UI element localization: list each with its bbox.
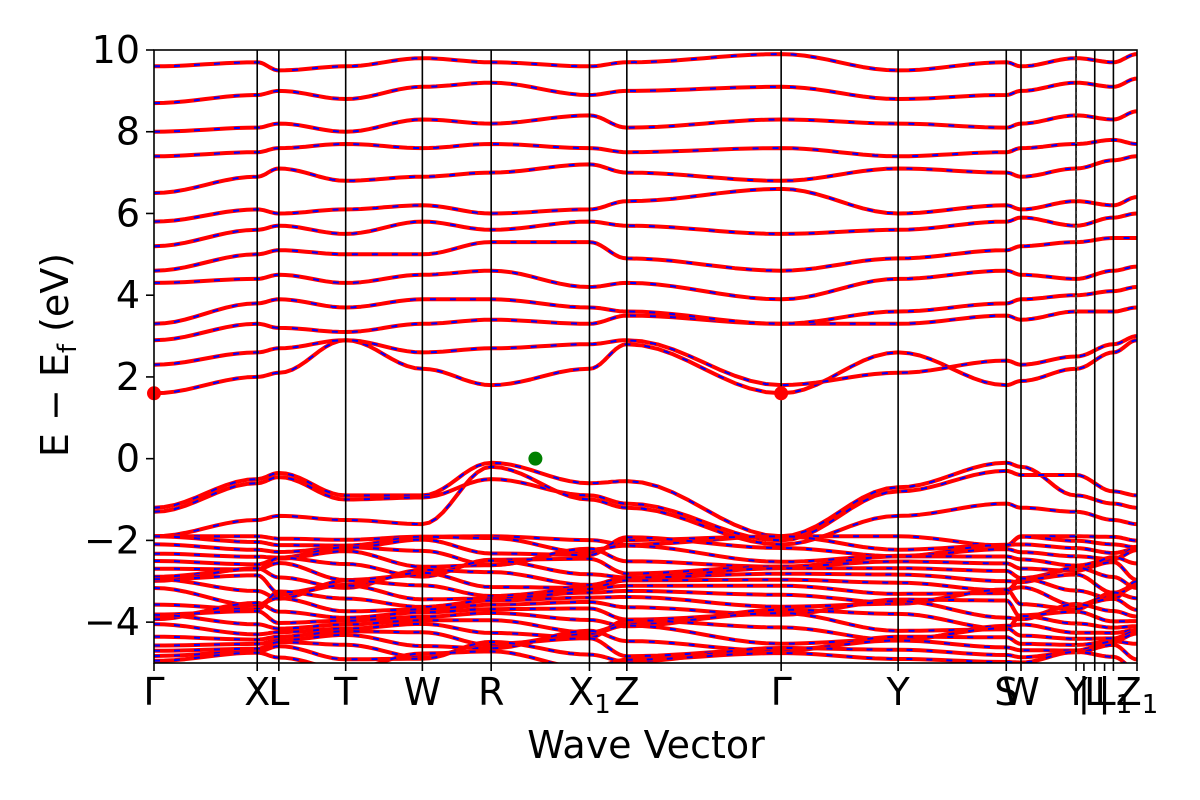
conduction-band-red-6 — [154, 211, 1137, 249]
y-tick-label-2: 0 — [116, 437, 140, 481]
y-axis-ticks: −4 −2 0 2 4 6 8 10 — [84, 28, 154, 644]
x-tick-label-13: | — [1078, 670, 1091, 715]
conduction-band-red-11 — [154, 76, 1137, 106]
x-tick-label-main-4: W — [404, 670, 442, 714]
marker-vbm — [528, 451, 543, 466]
x-tick-label-0: Γ — [143, 670, 164, 714]
x-tick-label-5: R — [478, 670, 504, 714]
x-tick-label-main-1: X — [244, 670, 270, 714]
y-tick-label-5: 6 — [116, 191, 140, 235]
x-tick-label-main-10: S — [994, 670, 1018, 714]
x-tick-label-16: L1 — [1095, 670, 1133, 720]
conduction-band-red-1 — [154, 334, 1137, 388]
x-tick-label-17: Z1 — [1116, 670, 1159, 720]
x-tick-label-sub-17: 1 — [1142, 690, 1159, 720]
x-tick-label-main-14: L — [1084, 670, 1105, 714]
y-axis-title-unit: (eV) — [33, 253, 77, 344]
x-tick-label-11: W — [1002, 670, 1040, 714]
plot-frame — [153, 49, 1138, 664]
x-tick-label-main-12: Y — [1063, 670, 1088, 714]
x-tick-label-7: Z — [614, 670, 640, 714]
x-tick-label-1: X — [244, 670, 270, 714]
x-tick-label-9: Y — [886, 670, 911, 714]
x-tick-label-main-3: T — [333, 670, 358, 714]
x-tick-label-6: X1 — [568, 670, 611, 720]
x-tick-label-2: L — [268, 670, 289, 714]
y-axis-title: E − Ef (eV) — [33, 253, 83, 457]
y-tick-label-1: −2 — [84, 518, 140, 562]
marker-cbm-gamma — [774, 386, 789, 401]
x-tick-label-14: L — [1084, 670, 1105, 714]
x-tick-label-15: | — [1098, 670, 1111, 715]
x-tick-label-main-5: R — [478, 670, 504, 714]
x-tick-label-10: S — [994, 670, 1018, 714]
y-tick-label-3: 2 — [116, 355, 140, 399]
conduction-band-red-5 — [154, 236, 1137, 273]
x-tick-label-main-8: Γ — [771, 670, 792, 714]
kpoint-lines — [256, 50, 1115, 663]
conduction-band-blue-7 — [154, 187, 1137, 223]
x-tick-label-main-9: Y — [886, 670, 911, 714]
x-tick-label-main-7: Z — [614, 670, 640, 714]
y-tick-label-0: −4 — [84, 600, 140, 644]
x-tick-label-main-11: W — [1002, 670, 1040, 714]
conduction-band-red-8 — [154, 154, 1137, 195]
x-axis-title: Wave Vector — [527, 723, 765, 767]
x-tick-label-main-17: Z — [1116, 670, 1142, 714]
conduction-band-red-3 — [154, 285, 1137, 326]
bands-layer — [154, 52, 1137, 663]
x-tick-label-main-16: L — [1095, 670, 1116, 714]
y-tick-label-6: 8 — [116, 110, 140, 154]
x-tick-label-main-0: Γ — [143, 670, 164, 714]
extrema-markers — [147, 386, 789, 466]
x-tick-label-4: W — [404, 670, 442, 714]
x-tick-label-main-13: | — [1078, 670, 1091, 715]
y-axis-title-sub: f — [53, 343, 83, 353]
y-axis-title-main: E − E — [33, 353, 77, 457]
x-tick-label-main-6: X — [568, 670, 594, 714]
y-tick-label-7: 10 — [92, 28, 140, 72]
x-tick-label-12: Y — [1063, 670, 1088, 714]
conduction-band-red-10 — [154, 109, 1137, 134]
x-tick-label-8: Γ — [771, 670, 792, 714]
x-tick-label-main-15: | — [1098, 670, 1111, 715]
x-tick-label-main-2: L — [268, 670, 289, 714]
x-tick-label-sub-6: 1 — [594, 690, 611, 720]
x-tick-label-3: T — [333, 670, 358, 714]
x-tick-label-sub-16: 1 — [1116, 690, 1133, 720]
conduction-band-blue-5 — [154, 237, 1137, 272]
y-tick-label-4: 4 — [116, 273, 140, 317]
deep-band-blue-13 — [154, 600, 1137, 621]
conduction-band-red-9 — [154, 137, 1137, 159]
